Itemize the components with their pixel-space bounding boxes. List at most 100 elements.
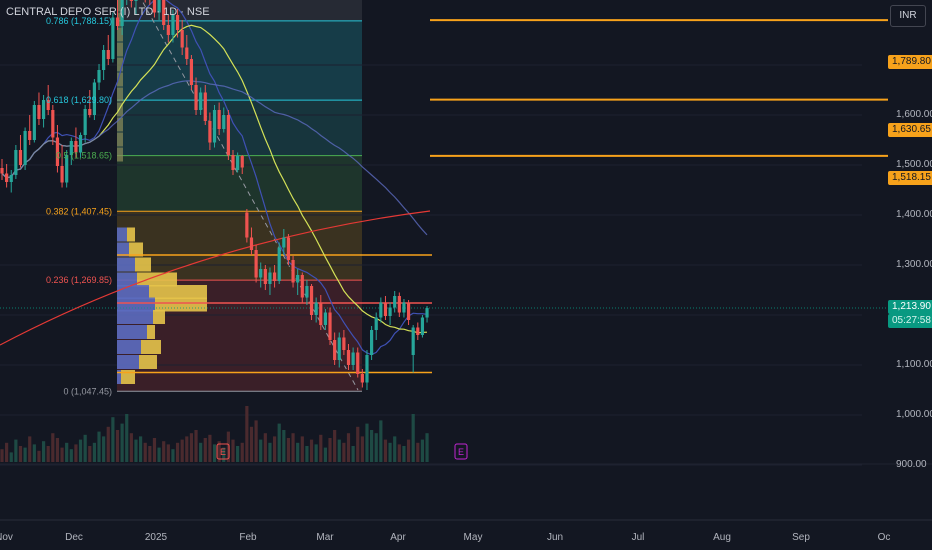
volume-bar [83, 434, 87, 462]
symbol-title[interactable]: CENTRAL DEPO SER (I) LTD · 1D · NSE [6, 6, 210, 18]
candle-body [102, 50, 106, 70]
volume-bar [88, 446, 92, 462]
volume-bar [189, 433, 194, 462]
candle-body [291, 260, 295, 283]
profile-bar-up [117, 325, 147, 339]
volume-bar [9, 452, 13, 462]
volume-bar [60, 447, 64, 462]
volume-bar [217, 441, 221, 462]
volume-bar [51, 433, 55, 462]
candle-body [152, 0, 157, 13]
time-axis[interactable]: Nov Dec 2025 Feb Mar Apr May Jun Jul Aug Sep Oc [0, 532, 890, 543]
currency-button[interactable]: INR [890, 5, 926, 27]
candle-body [0, 168, 4, 174]
candle-body [222, 115, 226, 129]
candle-body [360, 374, 364, 383]
candle-body [249, 237, 254, 250]
candle-body [134, 0, 138, 1]
bar-countdown-tag: 05:27:58 [888, 314, 932, 328]
time-axis-label: Nov [0, 532, 13, 543]
volume-bar [143, 442, 147, 462]
profile-bar-down [147, 325, 155, 339]
volume-bar [97, 431, 101, 462]
volume-bar [254, 420, 258, 462]
profile-bar-thin [117, 117, 123, 132]
candle-body [356, 352, 360, 374]
volume-bar [259, 439, 263, 462]
volume-bar [41, 441, 46, 462]
profile-bar-up [117, 227, 127, 242]
volume-bar [185, 436, 189, 462]
price-axis-label: 900.00 [896, 459, 927, 470]
candle-body [236, 156, 240, 170]
profile-bar-down [153, 310, 165, 324]
candle-body [18, 150, 23, 165]
volume-bar [14, 439, 18, 462]
volume-bars [0, 406, 429, 462]
volume-bar [208, 434, 212, 462]
volume-bar [78, 439, 83, 462]
profile-bar-thin [117, 87, 123, 102]
volume-bar [365, 423, 369, 462]
price-axis[interactable]: 1,700.001,600.001,500.001,400.001,300.00… [862, 0, 932, 520]
candle-body [115, 17, 120, 26]
candle-body [88, 109, 92, 115]
candle-body [129, 0, 133, 1]
volume-bar [296, 442, 300, 462]
candle-body [175, 15, 180, 30]
volume-bar [323, 447, 327, 462]
profile-bar-down [141, 340, 161, 354]
candle-body [74, 141, 78, 153]
candle-body [185, 47, 189, 59]
candle-body [346, 350, 351, 365]
time-axis-label: 2025 [145, 532, 168, 543]
volume-bar [23, 447, 27, 462]
candle-body [51, 110, 55, 138]
volume-bar [263, 433, 267, 462]
candle-body [28, 131, 32, 140]
volume-bar [420, 439, 425, 462]
earnings-marker [454, 443, 468, 460]
volume-bar [236, 446, 240, 462]
candle-body [37, 105, 41, 119]
candle-body [416, 327, 420, 335]
candle-body [277, 247, 281, 281]
candle-body [171, 15, 175, 35]
candle-body [69, 141, 73, 155]
volume-bar [134, 439, 138, 462]
candle-body [254, 250, 258, 278]
candle-body [194, 85, 198, 110]
candle-body [203, 92, 207, 121]
volume-bar [120, 423, 124, 462]
profile-bar-up [117, 340, 141, 354]
candle-body [231, 155, 235, 170]
profile-bar-thin [117, 12, 123, 27]
volume-bar [5, 442, 9, 462]
profile-bar-down [127, 227, 135, 242]
candle-body [351, 352, 355, 365]
volume-bar [328, 438, 332, 462]
candle-body [309, 286, 314, 315]
candle-body [397, 296, 401, 313]
volume-bar [337, 439, 341, 462]
profile-bar-thin [117, 42, 123, 57]
volume-bar [245, 406, 249, 462]
profile-bar-down [149, 285, 207, 299]
candle-body [263, 269, 267, 284]
volume-bar [65, 442, 69, 462]
volume-bar [411, 414, 415, 462]
volume-bar [111, 417, 115, 462]
volume-bar [342, 442, 346, 462]
candle-body [411, 327, 415, 355]
volume-bar [370, 430, 374, 462]
volume-bar [425, 433, 429, 462]
volume-bar [0, 449, 4, 462]
volume-bar [125, 414, 129, 462]
volume-bar [32, 444, 36, 462]
time-axis-label: Jun [547, 532, 563, 543]
candle-body [393, 296, 397, 308]
volume-bar [393, 436, 397, 462]
candle-body [120, 0, 124, 26]
